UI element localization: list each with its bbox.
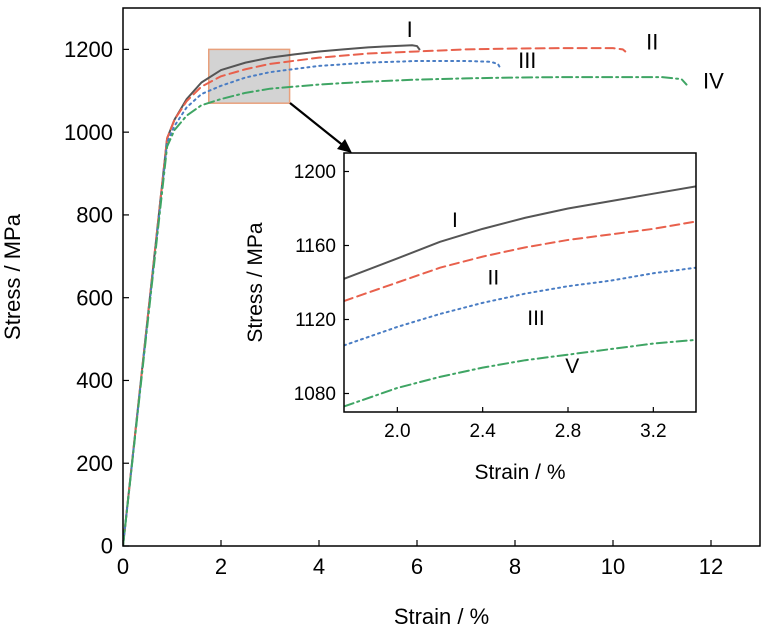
main-series-ii-line (123, 47, 627, 546)
main-y-tick-label: 200 (76, 451, 113, 476)
inset-x-tick-label: 2.8 (555, 421, 581, 442)
inset-series-iv-line (344, 338, 696, 408)
main-x-tick-label: 4 (313, 554, 325, 579)
inset-x-tick-label: 3.2 (640, 421, 666, 442)
main-series-iii-line (123, 59, 502, 546)
inset-y-tick-label: 1160 (295, 236, 336, 257)
main-y-axis-title: Stress / MPa (0, 213, 25, 340)
main-x-tick-label: 12 (699, 554, 723, 579)
inset-y-tick-label: 1120 (295, 310, 336, 331)
zoom-arrow-head (337, 139, 352, 153)
main-frame (122, 7, 761, 547)
main-x-tick-label: 10 (601, 554, 625, 579)
main-series-iv-line (123, 76, 688, 546)
inset-curve-label-v: V (565, 355, 579, 378)
inset-x-tick-label: 2.0 (384, 421, 410, 442)
main-x-tick-label: 6 (411, 554, 423, 579)
main-y-tick-label: 1000 (64, 120, 113, 145)
main-x-tick-label: 2 (215, 554, 227, 579)
inset-frame (343, 152, 697, 413)
main-x-tick-label: 8 (509, 554, 521, 579)
inset-series-group (344, 185, 696, 408)
main-x-axis-title: Strain / % (394, 604, 489, 629)
inset-series-i-line (344, 185, 696, 280)
inset-x-tick-label: 2.4 (469, 421, 496, 442)
main-x-tick-label: 0 (117, 554, 129, 579)
main-y-tick-label: 800 (76, 203, 113, 228)
inset-series-ii-line (344, 220, 696, 302)
main-curve-label-iii: III (518, 48, 536, 73)
inset-curve-label-iii: III (527, 307, 545, 330)
main-y-tick-label: 1200 (64, 37, 113, 62)
main-series-group (123, 44, 688, 546)
zoom-arrow-line (289, 102, 346, 148)
inset-y-axis-title: Stress / MPa (244, 222, 267, 343)
main-y-tick-label: 0 (101, 534, 113, 559)
inset-x-axis-title: Strain / % (474, 461, 565, 484)
main-y-tick-label: 400 (76, 368, 113, 393)
main-curve-label-ii: II (646, 29, 658, 54)
inset-series-iii-line (344, 266, 696, 347)
inset-curve-label-ii: II (487, 266, 499, 289)
main-curve-label-i: I (407, 17, 413, 42)
inset-curve-label-i: I (452, 209, 458, 232)
inset-y-tick-label: 1200 (294, 162, 336, 183)
inset-y-tick-label: 1080 (294, 384, 336, 405)
main-y-tick-label: 600 (76, 285, 113, 310)
main-curve-label-iv: IV (703, 69, 724, 94)
